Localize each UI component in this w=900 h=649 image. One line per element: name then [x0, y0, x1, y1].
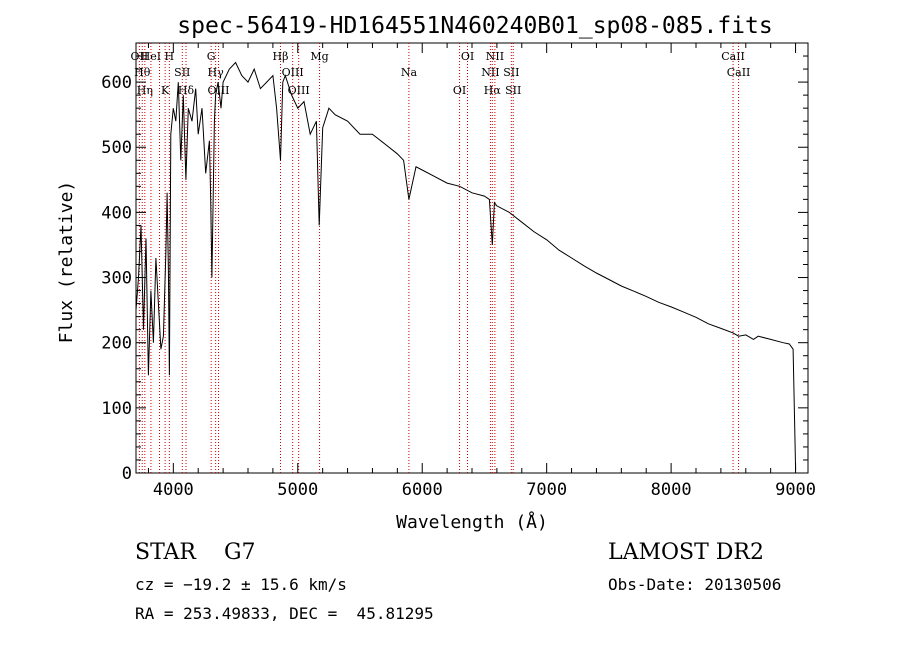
line-marker-label: CaII: [727, 66, 751, 79]
x-tick-label: 8000: [651, 480, 692, 500]
line-marker-label: SII: [503, 66, 519, 79]
x-tick-label: 5000: [277, 480, 318, 500]
line-marker-label: OI: [461, 50, 474, 63]
line-marker-label: NII: [481, 66, 499, 79]
line-marker-label: NII: [486, 50, 504, 63]
x-axis-label: Wavelength (Å): [396, 511, 548, 533]
y-tick-label: 200: [101, 334, 132, 354]
line-marker-label: Hγ: [208, 66, 225, 79]
line-marker-label: HeI: [141, 50, 161, 63]
plot-frame: [135, 42, 809, 474]
line-marker-label: Hθ: [134, 66, 151, 79]
redshift-info: cz = −19.2 ± 15.6 km/s: [135, 575, 347, 594]
axis-ticks: 4000 5000 6000 7000 8000 9000 0 100 200 300 400 500…: [101, 43, 816, 500]
y-tick-label: 400: [101, 203, 132, 223]
line-marker-label: Hδ: [178, 84, 195, 97]
spectrum-line: [135, 61, 797, 470]
y-tick-label: 100: [101, 399, 132, 419]
x-tick-label: 4000: [153, 480, 194, 500]
y-axis-label: Flux (relative): [56, 181, 77, 344]
line-marker-label: K: [161, 84, 170, 97]
chart-title: spec-56419-HD164551N460240B01_sp08-085.f…: [177, 13, 772, 39]
y-tick-label: 500: [101, 138, 132, 158]
line-marker-label: Hβ: [273, 50, 289, 63]
line-marker-label: Hα: [484, 84, 502, 97]
line-marker-label: OI: [453, 84, 466, 97]
line-marker-label: SII: [174, 66, 190, 79]
line-marker-label: G: [207, 50, 216, 63]
line-marker-label: OIII: [288, 84, 310, 97]
line-marker-label: CaII: [721, 50, 745, 63]
x-tick-label: 6000: [402, 480, 443, 500]
line-marker-label: Na: [401, 66, 418, 79]
line-marker-label: SII: [505, 84, 521, 97]
x-tick-label: 9000: [775, 480, 816, 500]
observation-date: Obs-Date: 20130506: [608, 575, 782, 594]
line-marker-label: OIII: [282, 66, 304, 79]
y-tick-label: 0: [122, 464, 132, 484]
line-marker-label: Mg: [310, 50, 328, 63]
y-tick-label: 600: [101, 73, 132, 93]
y-tick-label: 300: [101, 269, 132, 289]
object-class: STAR G7: [135, 540, 256, 565]
survey-name: LAMOST DR2: [608, 540, 764, 565]
line-marker-label: OIII: [207, 84, 229, 97]
x-tick-label: 7000: [526, 480, 567, 500]
spectral-line-markers: OIIHθHηHeIKHSIIHδGHγOIIIHβOIIIOIIIMgNaOI…: [131, 43, 751, 473]
line-marker-label: Hη: [137, 84, 153, 97]
coordinates-info: RA = 253.49833, DEC = 45.81295: [135, 604, 434, 623]
line-marker-label: H: [165, 50, 175, 63]
